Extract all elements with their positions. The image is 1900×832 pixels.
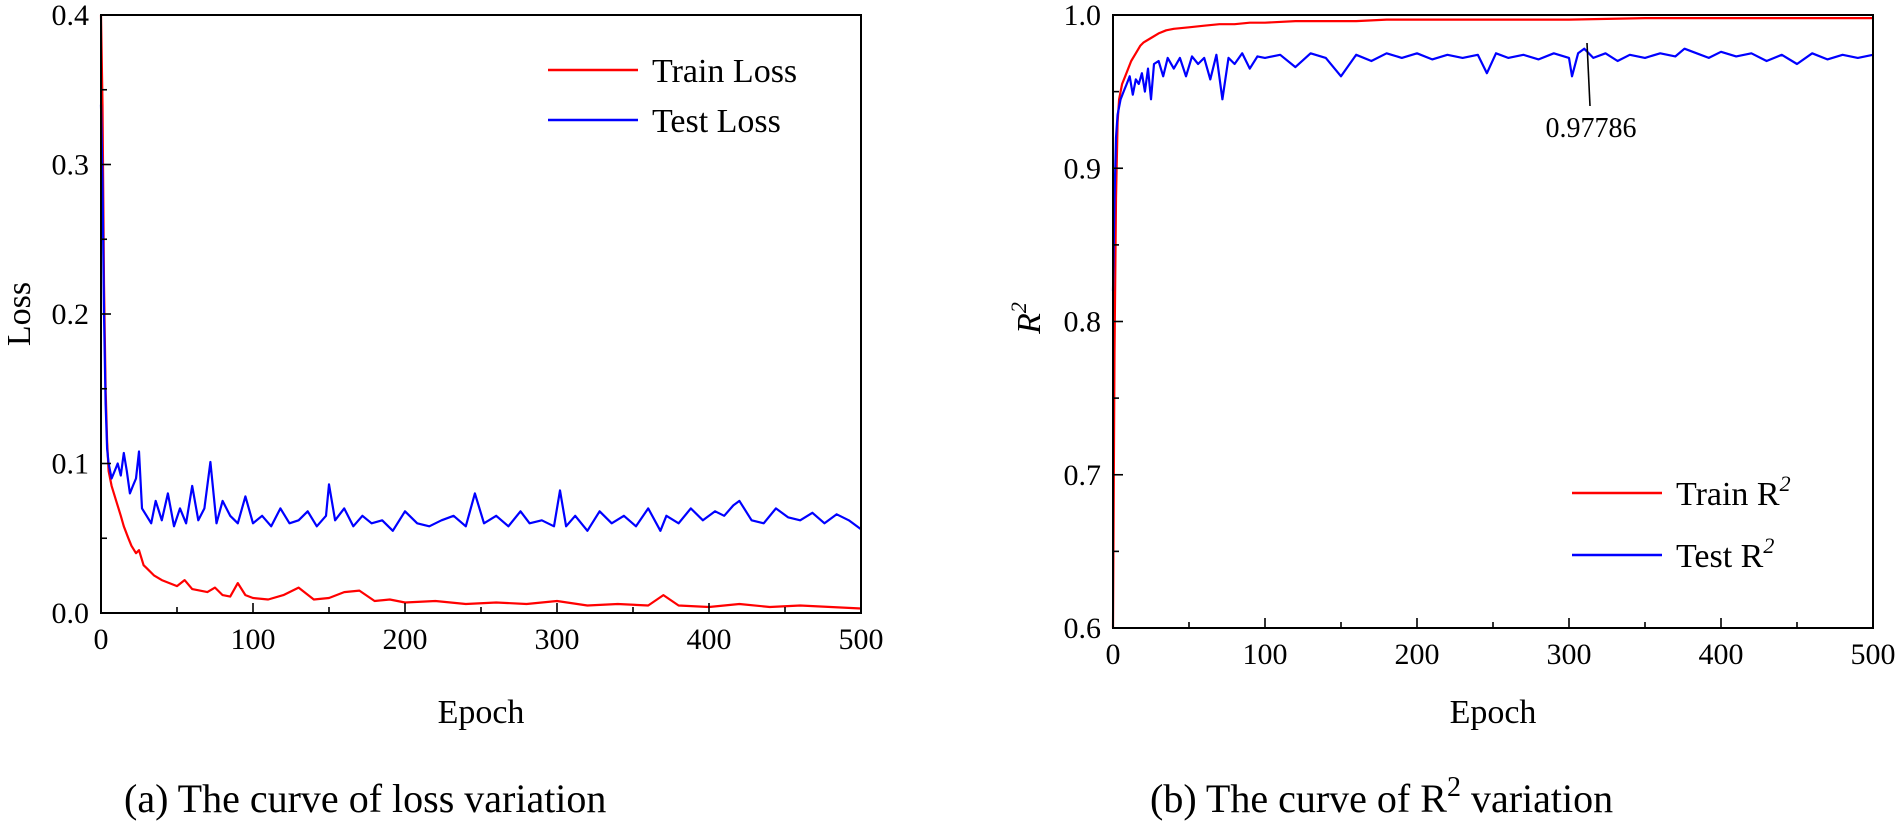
panel-a-y-axis-title: Loss — [1, 282, 38, 346]
panel-b-x-tick-label: 300 — [1547, 638, 1592, 671]
panel-b-y-axis-title-sup: 2 — [1006, 302, 1031, 313]
panel-b-annotation: 0.97786 — [1546, 42, 1637, 144]
panel-b-y-axis-title-base: R — [1011, 313, 1048, 335]
panel-a-x-tick-label: 0 — [94, 623, 109, 656]
panel-b-caption-tail: variation — [1461, 776, 1613, 821]
panel-a-y-tick-label: 0.2 — [52, 298, 90, 331]
panel-a-series — [99, 14, 862, 610]
panel-b-plot-frame — [1112, 14, 1874, 629]
panel-a-x-tick-label: 100 — [231, 623, 276, 656]
panel-b-x-tick-label: 100 — [1243, 638, 1288, 671]
legend-label-test-r2-text: Test R — [1676, 538, 1764, 575]
panel-a-y-tick-label: 0.1 — [52, 448, 90, 481]
panel-a-x-tick-label: 200 — [383, 623, 428, 656]
legend-label-train-r2: Train R2 — [1676, 471, 1791, 513]
panel-b-x-tick-label: 400 — [1699, 638, 1744, 671]
panel-a-y-tick-label: 0.3 — [52, 149, 90, 182]
panel-a-legend: Train Loss Test Loss — [548, 53, 797, 140]
panel-b-y-tick-label: 0.7 — [1064, 459, 1102, 492]
panel-b-x-ticks: 0 100 200 300 400 500 — [1106, 618, 1896, 671]
legend-label-test-loss: Test Loss — [652, 103, 781, 140]
panel-b-x-axis-title: Epoch — [1450, 694, 1537, 731]
panel-a-x-ticks: 0 100 200 300 400 500 — [94, 603, 884, 656]
panel-a-x-tick-label: 300 — [535, 623, 580, 656]
panel-b-y-tick-label: 0.8 — [1064, 306, 1102, 339]
panel-b-series — [1111, 17, 1874, 629]
panel-a-series-line-train-loss — [99, 14, 862, 610]
panel-a-caption: (a) The curve of loss variation — [124, 776, 606, 821]
panel-a-x-tick-label: 400 — [687, 623, 732, 656]
panel-a-x-tick-label: 500 — [839, 623, 884, 656]
panel-a-y-ticks: 0.0 0.1 0.2 0.3 0.4 — [52, 0, 111, 630]
legend-label-test-r2: Test R2 — [1676, 533, 1774, 575]
panel-b-caption-sup: 2 — [1447, 772, 1461, 803]
panel-b-y-axis-title: R2 — [1006, 302, 1048, 335]
panel-b-series-line-test-r2 — [1111, 47, 1874, 291]
panel-b-y-tick-label: 0.9 — [1064, 152, 1102, 185]
panel-b-legend: Train R2 Test R2 — [1572, 471, 1791, 575]
panel-a-y-tick-label: 0.0 — [52, 597, 90, 630]
annotation-best-test-r2: 0.97786 — [1546, 113, 1637, 144]
panel-b-r2-chart: 0 100 200 300 400 500 0.6 0.7 0.8 0.9 1.0 Epoch R… — [1006, 0, 1896, 821]
panel-b-y-tick-label: 1.0 — [1064, 0, 1102, 32]
annotation-leader-line — [1586, 42, 1591, 107]
legend-label-train-r2-sup: 2 — [1780, 471, 1791, 496]
legend-label-train-loss: Train Loss — [652, 53, 797, 90]
panel-b-caption: (b) The curve of R2 variation — [1150, 772, 1613, 821]
legend-label-train-r2-text: Train R — [1676, 476, 1780, 513]
panel-b-caption-head: (b) The curve of R — [1150, 776, 1447, 821]
panel-a-x-axis-title: Epoch — [438, 694, 525, 731]
panel-b-x-tick-label: 500 — [1851, 638, 1896, 671]
panel-a-loss-chart: 0 100 200 300 400 500 0.0 0.1 0.2 0.3 0.4 Epoch L… — [1, 0, 884, 821]
panel-b-y-ticks: 0.6 0.7 0.8 0.9 1.0 — [1064, 0, 1123, 645]
panel-b-x-tick-label: 0 — [1106, 638, 1121, 671]
panel-b-series-line-train-r2 — [1111, 17, 1873, 629]
panel-b-x-tick-label: 200 — [1395, 638, 1440, 671]
panel-a-y-tick-label: 0.4 — [52, 0, 90, 32]
panel-b-y-tick-label: 0.6 — [1064, 612, 1102, 645]
legend-label-test-r2-sup: 2 — [1763, 533, 1774, 558]
panel-a-series-line-test-loss — [99, 104, 862, 532]
